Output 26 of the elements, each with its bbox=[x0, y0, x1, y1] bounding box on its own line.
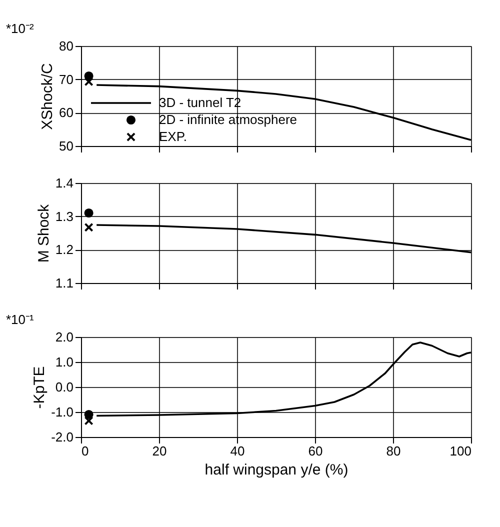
x-tick-label: 100 bbox=[450, 444, 472, 458]
y-tick-label: 1.0 bbox=[55, 354, 74, 370]
y-tick-label: 50 bbox=[59, 138, 74, 154]
y-tick-label: 1.3 bbox=[55, 208, 74, 224]
y-tick-label: 70 bbox=[59, 72, 74, 87]
y-axis-title: XShock/C bbox=[39, 62, 56, 130]
x-tick-label: 80 bbox=[386, 444, 401, 458]
y-tick-label: 2.0 bbox=[55, 330, 74, 344]
y-tick-label: 80 bbox=[59, 38, 74, 54]
y-tick-label: 1.1 bbox=[55, 276, 74, 290]
y-tick-label: -2.0 bbox=[51, 430, 74, 444]
y-tick-label: 1.2 bbox=[55, 242, 74, 258]
text: *10⁻² bbox=[6, 21, 35, 36]
y-tick-label: 0.0 bbox=[55, 380, 74, 394]
x-axis-title: half wingspan y/e (%) bbox=[204, 462, 348, 478]
x-tick-label: 0 bbox=[82, 444, 89, 458]
x-tick-label: 20 bbox=[152, 444, 167, 458]
x-tick-label: 60 bbox=[308, 444, 323, 458]
y-tick-label: 60 bbox=[59, 105, 74, 120]
text: *10⁻¹ bbox=[6, 312, 35, 327]
y-tick-label: -1.0 bbox=[51, 404, 74, 420]
y-tick-label: 1.4 bbox=[55, 176, 74, 190]
x-tick-label: 40 bbox=[230, 444, 245, 458]
y-axis-title: M Shock bbox=[35, 204, 52, 263]
y-axis-title: -KpTE bbox=[31, 366, 48, 409]
legend-label: EXP. bbox=[159, 129, 187, 144]
